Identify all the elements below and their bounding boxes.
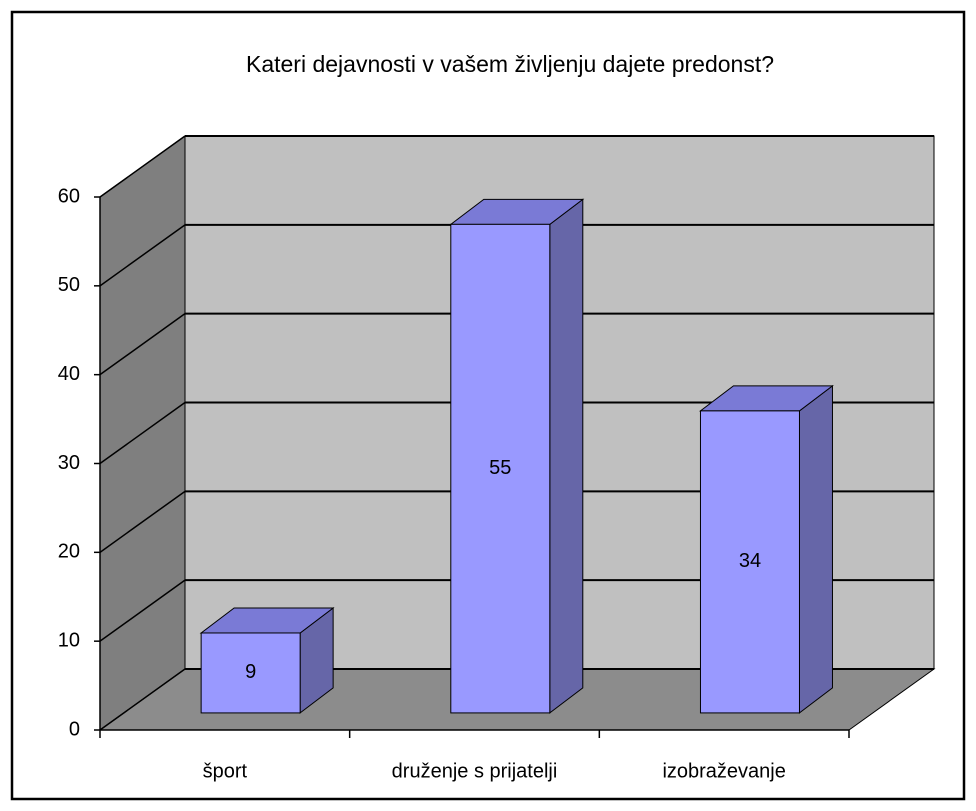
grid-line	[99, 313, 186, 376]
grid-line	[99, 224, 186, 287]
y-tick-label: 20	[58, 541, 80, 563]
data-label: 34	[739, 550, 761, 572]
chart-title: Kateri dejavnosti v vašem življenju daje…	[246, 51, 774, 77]
bar-side	[798, 384, 833, 714]
data-label: 9	[245, 661, 256, 683]
x-tick-label: izobraževanje	[662, 760, 785, 782]
bar	[450, 223, 551, 714]
y-tick-label: 30	[58, 452, 80, 474]
y-tick-label: 0	[69, 718, 80, 740]
grid-line	[99, 135, 186, 198]
data-label: 55	[489, 457, 511, 479]
grid-line	[99, 401, 186, 465]
y-tick-label: 60	[58, 185, 80, 207]
y-tick-label: 50	[58, 274, 80, 296]
x-tick-label: druženje s prijatelji	[392, 760, 558, 782]
y-tick-label: 10	[58, 629, 80, 651]
grid-line	[99, 668, 186, 731]
grid-line	[99, 490, 186, 553]
bar	[200, 632, 301, 714]
grid-line	[99, 579, 186, 642]
x-tick-label: šport	[203, 760, 248, 782]
y-tick-label: 40	[58, 363, 80, 385]
bar-side	[549, 198, 584, 714]
bar	[699, 410, 800, 714]
